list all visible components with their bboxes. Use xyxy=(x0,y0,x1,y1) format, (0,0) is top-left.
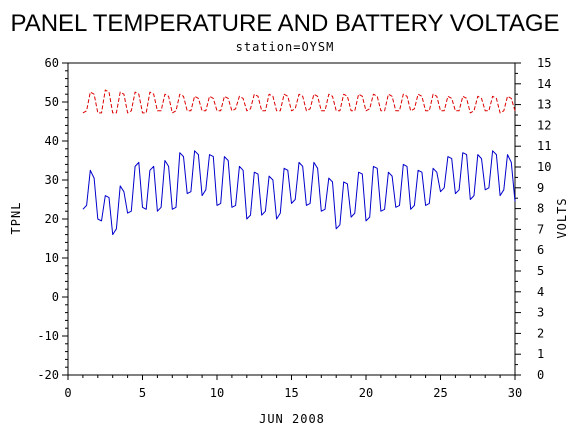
right-tick-label: 12 xyxy=(537,118,551,132)
x-tick-label: 15 xyxy=(284,386,298,400)
right-tick-label: 7 xyxy=(537,222,544,236)
left-axis-ticks: -20 -10 0 10 20 30 40 50 60 xyxy=(37,56,68,382)
left-tick-label: 50 xyxy=(45,95,59,109)
right-tick-label: 0 xyxy=(537,368,544,382)
left-tick-label: 10 xyxy=(45,251,59,265)
right-tick-label: 4 xyxy=(537,285,544,299)
right-axis-label: VOLTS xyxy=(555,197,569,238)
x-axis-label: JUN 2008 xyxy=(259,412,325,426)
right-tick-label: 10 xyxy=(537,160,551,174)
x-axis-ticks: 0 5 10 15 20 25 30 xyxy=(64,375,522,400)
right-tick-label: 15 xyxy=(537,56,551,70)
series-line-volts xyxy=(82,89,516,114)
left-tick-label: 60 xyxy=(45,56,59,70)
right-tick-label: 3 xyxy=(537,306,544,320)
x-tick-label: 25 xyxy=(433,386,447,400)
right-tick-label: 11 xyxy=(537,139,551,153)
right-tick-label: 9 xyxy=(537,181,544,195)
series-line-tpnl xyxy=(82,150,516,236)
right-tick-label: 2 xyxy=(537,326,544,340)
chart-subtitle: station=OYSM xyxy=(236,40,335,54)
right-tick-label: 13 xyxy=(537,98,551,112)
left-tick-label: 0 xyxy=(52,290,59,304)
series-layer xyxy=(82,89,516,236)
left-tick-label: 20 xyxy=(45,212,59,226)
left-tick-label: 40 xyxy=(45,134,59,148)
right-tick-label: 5 xyxy=(537,264,544,278)
right-tick-label: 6 xyxy=(537,243,544,257)
right-tick-label: 14 xyxy=(537,77,551,91)
chart-title: PANEL TEMPERATURE AND BATTERY VOLTAGE xyxy=(10,10,559,37)
x-tick-label: 20 xyxy=(359,386,373,400)
right-tick-label: 1 xyxy=(537,347,544,361)
left-tick-label: 30 xyxy=(45,173,59,187)
left-axis-label: TPNL xyxy=(9,202,23,235)
right-tick-label: 8 xyxy=(537,202,544,216)
x-tick-label: 30 xyxy=(508,386,522,400)
left-tick-label: -10 xyxy=(37,329,59,343)
x-tick-label: 5 xyxy=(139,386,146,400)
x-tick-label: 10 xyxy=(210,386,224,400)
left-tick-label: -20 xyxy=(37,368,59,382)
x-tick-label: 0 xyxy=(64,386,71,400)
